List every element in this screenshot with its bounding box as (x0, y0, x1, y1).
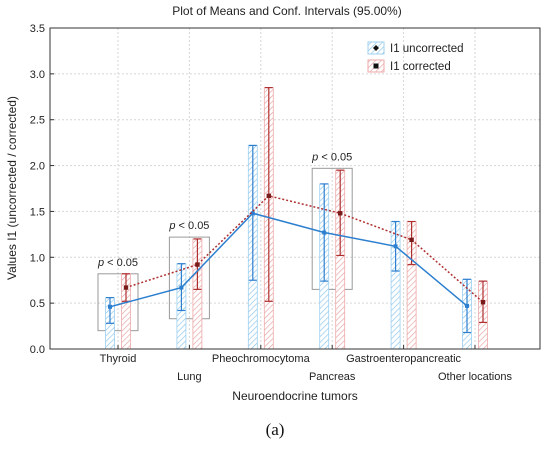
x-tick-label: Pancreas (309, 371, 356, 383)
p-value-annotation: p < 0.05 (97, 257, 138, 269)
x-axis-label: Neuroendocrine tumors (232, 389, 357, 403)
mean-marker (480, 300, 486, 305)
y-tick-label: 2.0 (30, 161, 45, 173)
x-tick-label: Gastroenteropancreatic (346, 353, 461, 365)
significance-box (168, 236, 210, 320)
legend-label: I1 uncorrected (390, 43, 464, 55)
x-tick-label: Lung (177, 371, 201, 383)
error-bars (106, 87, 487, 334)
x-tick-label: Other locations (438, 371, 512, 383)
mean-marker (108, 304, 112, 309)
mean-marker (393, 244, 398, 249)
mean-marker (322, 230, 327, 235)
legend-marker (373, 45, 379, 51)
x-tick-label: Pheochromocytoma (212, 353, 311, 365)
mean-marker (195, 262, 200, 267)
mean-marker (465, 303, 469, 308)
means-ci-chart: Plot of Means and Conf. Intervals (95.00… (5, 4, 541, 403)
p-value-annotation: p < 0.05 (168, 220, 209, 232)
mean-marker (123, 285, 129, 290)
chart-title: Plot of Means and Conf. Intervals (95.00… (172, 4, 401, 18)
y-tick-label: 0.5 (30, 298, 45, 310)
significance-box (97, 273, 139, 332)
mean-marker (179, 285, 184, 290)
y-tick-label: 2.5 (30, 115, 45, 127)
legend-label: I1 corrected (390, 61, 451, 73)
x-axis-ticks: Thyroid Lung Pheochromocytoma Pancreas Gastr… (100, 345, 512, 383)
y-tick-label: 1.5 (30, 206, 45, 218)
y-axis-label: Values I1 (uncorrected / corrected) (5, 96, 19, 280)
significance-boxes (97, 167, 353, 332)
legend-marker (373, 63, 379, 69)
legend: I1 uncorrected I1 corrected (367, 41, 464, 73)
figure-caption: (a) (265, 420, 285, 439)
mean-lines (108, 193, 486, 309)
y-tick-label: 0.0 (30, 344, 45, 356)
grid-lines (50, 28, 540, 349)
bar-series (105, 87, 488, 350)
mean-marker (338, 211, 343, 216)
mean-marker (250, 211, 255, 216)
y-tick-label: 3.0 (30, 69, 45, 81)
y-tick-label: 3.5 (30, 23, 45, 35)
plot-frame (49, 27, 541, 350)
mean-line (109, 212, 468, 308)
annotations: p < 0.05 p < 0.05 p < 0.05 (97, 151, 352, 268)
mean-marker (266, 193, 271, 199)
p-value-annotation: p < 0.05 (311, 151, 352, 163)
y-tick-label: 1.0 (30, 252, 45, 264)
x-tick-label: Thyroid (100, 353, 137, 365)
y-axis-ticks: 0.0 0.5 1.0 1.5 2.0 2.5 3.0 3.5 (30, 23, 54, 356)
mean-marker (409, 237, 414, 243)
